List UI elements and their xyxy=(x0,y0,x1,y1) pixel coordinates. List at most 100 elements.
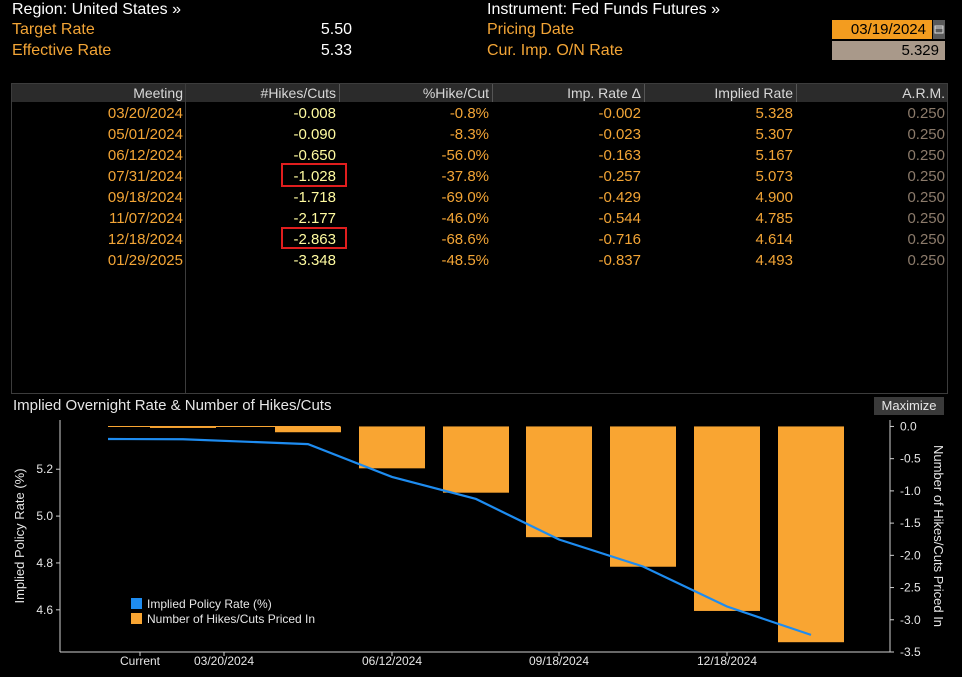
cell-implied-rate: 4.614 xyxy=(755,231,793,248)
cur-imp-rate-field: 5.329 xyxy=(832,41,945,60)
cell-arm: 0.250 xyxy=(907,189,945,206)
table-row[interactable]: 09/18/2024 -1.718 -69.0% -0.429 4.900 0.250 xyxy=(12,187,947,208)
cell-arm: 0.250 xyxy=(907,231,945,248)
hikes-bar xyxy=(610,426,676,567)
target-rate-value: 5.50 xyxy=(320,21,352,38)
x-tick-label: 12/18/2024 xyxy=(697,654,757,668)
meetings-table: Meeting #Hikes/Cuts %Hike/Cut Imp. Rate … xyxy=(11,83,948,394)
cell-pct-hike-cut: -37.8% xyxy=(441,168,489,185)
implied-rate-line xyxy=(107,437,812,636)
col-implied-rate[interactable]: Implied Rate xyxy=(714,85,793,101)
left-tick-label: 4.6 xyxy=(36,603,53,617)
col-imp-rate-delta[interactable]: Imp. Rate Δ xyxy=(567,85,641,101)
col-pct-hike-cut[interactable]: %Hike/Cut xyxy=(422,85,489,101)
cell-implied-rate: 5.307 xyxy=(755,126,793,143)
cell-meeting: 01/29/2025 xyxy=(107,252,183,269)
right-tick-label: 0.0 xyxy=(900,419,917,433)
hikes-bar xyxy=(150,426,216,428)
effective-rate-label: Effective Rate xyxy=(12,42,112,59)
left-axis-title: Implied Policy Rate (%) xyxy=(12,468,27,603)
cell-imp-rate-delta: -0.023 xyxy=(598,126,641,143)
right-axis-title: Number of Hikes/Cuts Priced In xyxy=(931,445,946,627)
chart: 5.2 5.0 4.8 4.6 0.0 -0.5 -1.0 -1.5 -2.0 -2.5 -3.0 -… xyxy=(12,419,946,668)
cell-hikes-cuts: -1.028 xyxy=(293,168,336,185)
cell-pct-hike-cut: -0.8% xyxy=(449,105,489,122)
cell-implied-rate: 5.328 xyxy=(755,105,793,122)
cell-arm: 0.250 xyxy=(907,126,945,143)
cell-hikes-cuts: -2.177 xyxy=(293,210,336,227)
cell-imp-rate-delta: -0.837 xyxy=(598,252,641,269)
effective-rate-value: 5.33 xyxy=(320,42,352,59)
table-row[interactable]: 12/18/2024 -2.863 -68.6% -0.716 4.614 0.250 xyxy=(12,229,947,250)
cell-pct-hike-cut: -48.5% xyxy=(441,252,489,269)
cell-arm: 0.250 xyxy=(907,147,945,164)
right-tick-label: -0.5 xyxy=(900,452,921,466)
col-hikes-cuts[interactable]: #Hikes/Cuts xyxy=(260,85,336,101)
right-tick-label: -3.5 xyxy=(900,645,921,659)
legend-swatch-hikes xyxy=(131,613,142,624)
right-tick-label: -2.5 xyxy=(900,581,921,595)
cell-meeting: 05/01/2024 xyxy=(107,126,183,143)
cell-meeting: 12/18/2024 xyxy=(107,231,183,248)
x-tick-label: 03/20/2024 xyxy=(194,654,254,668)
table-row[interactable]: 03/20/2024 -0.008 -0.8% -0.002 5.328 0.250 xyxy=(12,103,947,124)
hikes-bar xyxy=(443,426,509,493)
right-tick-label: -2.0 xyxy=(900,548,921,562)
table-row[interactable]: 05/01/2024 -0.090 -8.3% -0.023 5.307 0.250 xyxy=(12,124,947,145)
legend-swatch-rate xyxy=(131,598,142,609)
table-row[interactable]: 07/31/2024 -1.028 -37.8% -0.257 5.073 0.250 xyxy=(12,166,947,187)
cell-hikes-cuts: -0.008 xyxy=(293,105,336,122)
cell-arm: 0.250 xyxy=(907,168,945,185)
cell-pct-hike-cut: -68.6% xyxy=(441,231,489,248)
cell-arm: 0.250 xyxy=(907,210,945,227)
cell-meeting: 11/07/2024 xyxy=(109,210,183,227)
right-tick-label: -3.0 xyxy=(900,613,921,627)
target-rate-label: Target Rate xyxy=(12,21,95,38)
table-row[interactable]: 06/12/2024 -0.650 -56.0% -0.163 5.167 0.250 xyxy=(12,145,947,166)
maximize-button[interactable]: Maximize xyxy=(874,397,944,415)
calendar-icon[interactable] xyxy=(933,20,945,39)
cell-meeting: 09/18/2024 xyxy=(107,189,183,206)
cell-imp-rate-delta: -0.544 xyxy=(598,210,641,227)
cell-implied-rate: 4.900 xyxy=(755,189,793,206)
cell-pct-hike-cut: -69.0% xyxy=(441,189,489,206)
right-tick-label: -1.5 xyxy=(900,516,921,530)
region-selector[interactable]: Region: United States » xyxy=(12,1,181,18)
legend-box xyxy=(122,592,344,632)
cell-hikes-cuts: -0.090 xyxy=(293,126,336,143)
table-row[interactable]: 11/07/2024 -2.177 -46.0% -0.544 4.785 0.250 xyxy=(12,208,947,229)
table-row[interactable]: 01/29/2025 -3.348 -48.5% -0.837 4.493 0.250 xyxy=(12,250,947,271)
cell-meeting: 06/12/2024 xyxy=(107,147,183,164)
right-tick-label: -1.0 xyxy=(900,484,921,498)
cell-imp-rate-delta: -0.716 xyxy=(598,231,641,248)
cell-hikes-cuts: -2.863 xyxy=(293,231,336,248)
cell-pct-hike-cut: -46.0% xyxy=(441,210,489,227)
cell-implied-rate: 5.167 xyxy=(755,147,793,164)
legend-label-hikes: Number of Hikes/Cuts Priced In xyxy=(147,612,315,626)
cell-hikes-cuts: -1.718 xyxy=(293,189,336,206)
cell-imp-rate-delta: -0.002 xyxy=(598,105,641,122)
cell-meeting: 07/31/2024 xyxy=(107,168,183,185)
cell-implied-rate: 4.493 xyxy=(755,252,793,269)
hikes-bar xyxy=(275,426,341,433)
left-tick-label: 5.0 xyxy=(36,509,53,523)
cell-arm: 0.250 xyxy=(907,252,945,269)
cell-hikes-cuts: -0.650 xyxy=(293,147,336,164)
col-arm[interactable]: A.R.M. xyxy=(902,85,945,101)
col-meeting[interactable]: Meeting xyxy=(133,85,183,101)
highlight-box-0731 xyxy=(281,163,347,187)
instrument-selector[interactable]: Instrument: Fed Funds Futures » xyxy=(487,1,720,18)
table-header: Meeting #Hikes/Cuts %Hike/Cut Imp. Rate … xyxy=(12,84,947,102)
cell-arm: 0.250 xyxy=(907,105,945,122)
cell-hikes-cuts: -3.348 xyxy=(293,252,336,269)
x-tick-label: 09/18/2024 xyxy=(529,654,589,668)
hikes-bar xyxy=(694,426,760,611)
hikes-bar xyxy=(778,426,844,643)
left-tick-label: 4.8 xyxy=(36,556,53,570)
cell-meeting: 03/20/2024 xyxy=(107,105,183,122)
pricing-date-label: Pricing Date xyxy=(487,21,575,38)
cell-pct-hike-cut: -8.3% xyxy=(449,126,489,143)
pricing-date-field[interactable]: 03/19/2024 xyxy=(832,20,932,39)
cell-implied-rate: 4.785 xyxy=(755,210,793,227)
x-tick-label: 06/12/2024 xyxy=(362,654,422,668)
